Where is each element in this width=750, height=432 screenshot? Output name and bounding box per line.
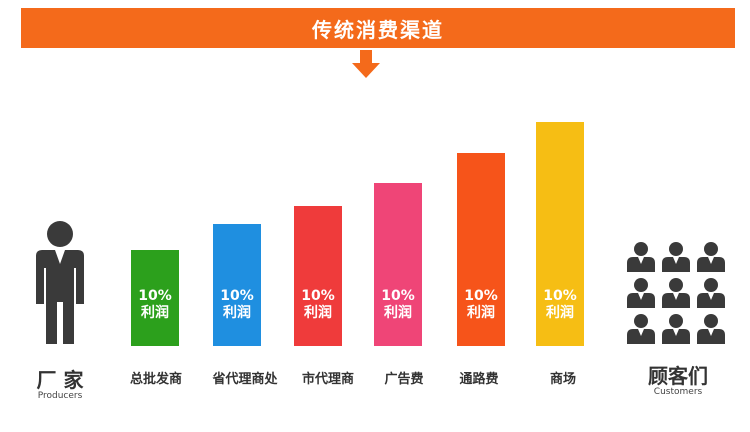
channel-label: 总批发商 [129, 372, 182, 387]
producer-person-icon [36, 221, 84, 344]
bar-profit-label: 利润 [141, 305, 169, 321]
arrow-down-icon [352, 50, 380, 78]
bar-profit-label: 利润 [223, 305, 251, 321]
customers-title: 顾客们 [648, 364, 708, 388]
bar-profit-percent: 10% [464, 288, 498, 304]
channel-label: 商场 [549, 372, 576, 387]
channel-bar: 10% 利润 [457, 153, 505, 346]
bar-profit-label: 利润 [304, 305, 332, 321]
customers-subtitle: Customers [653, 387, 703, 397]
bar-profit-label: 利润 [467, 305, 495, 321]
channel-bar: 10% 利润 [374, 183, 422, 346]
channel-bar: 10% 利润 [536, 122, 584, 346]
bar-profit-percent: 10% [301, 288, 335, 304]
bar-profit-percent: 10% [381, 288, 415, 304]
channel-label: 广告费 [384, 372, 424, 387]
bar-profit-percent: 10% [543, 288, 577, 304]
customers-group-icon [627, 242, 725, 344]
producer-subtitle: Producers [37, 391, 83, 401]
channel-label: 市代理商 [301, 372, 354, 387]
channel-bar: 10% 利润 [294, 206, 342, 346]
bar-profit-label: 利润 [546, 305, 574, 321]
producer-title: 厂 家 [36, 368, 84, 392]
title-banner: 传统消费渠道 [21, 8, 735, 48]
bar-profit-percent: 10% [220, 288, 254, 304]
bar-profit-label: 利润 [384, 305, 412, 321]
banner-title: 传统消费渠道 [312, 17, 444, 42]
channel-label: 省代理商处 [212, 372, 278, 387]
channel-bar: 10% 利润 [213, 224, 261, 346]
channel-label: 通路费 [459, 372, 499, 387]
bar-profit-percent: 10% [138, 288, 172, 304]
channel-bar: 10% 利润 [131, 250, 179, 346]
